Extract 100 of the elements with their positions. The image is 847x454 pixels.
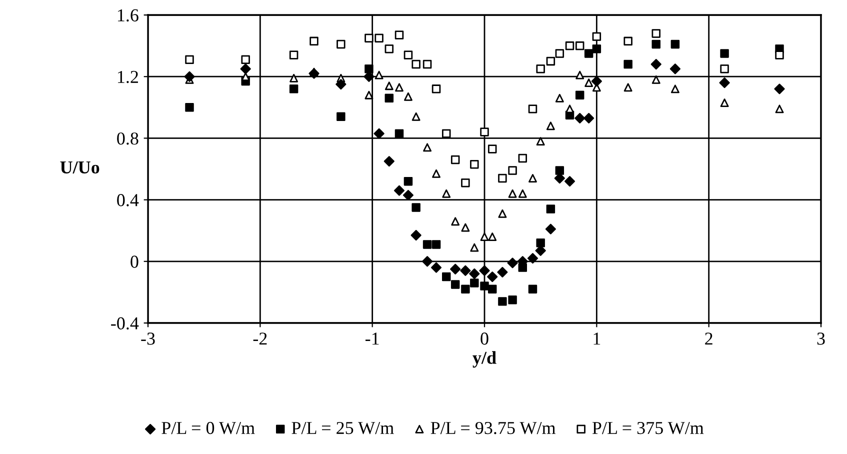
point bbox=[555, 94, 564, 102]
point bbox=[404, 92, 412, 101]
point bbox=[536, 64, 545, 74]
point bbox=[592, 44, 602, 54]
point bbox=[450, 280, 460, 289]
point bbox=[308, 68, 320, 79]
point bbox=[432, 84, 441, 94]
point bbox=[498, 174, 507, 183]
point bbox=[430, 262, 442, 273]
legend-label: P/L = 375 W/m bbox=[592, 422, 704, 434]
point bbox=[575, 90, 584, 100]
legend-label: P/L = 93.75 W/m bbox=[430, 422, 556, 434]
point bbox=[422, 240, 432, 249]
y-tick-label: 1.2 bbox=[118, 70, 138, 84]
point bbox=[536, 238, 545, 248]
point bbox=[374, 70, 384, 80]
y-tick-label: -0.4 bbox=[111, 317, 139, 330]
point bbox=[624, 60, 632, 69]
point bbox=[652, 40, 660, 49]
point bbox=[518, 189, 527, 198]
point bbox=[487, 272, 498, 282]
point bbox=[488, 232, 497, 241]
point bbox=[394, 30, 404, 40]
x-tick-label: -2 bbox=[253, 332, 267, 345]
point bbox=[184, 71, 195, 82]
y-tick-label: 0.8 bbox=[117, 132, 138, 145]
point bbox=[432, 240, 441, 249]
point bbox=[546, 56, 556, 66]
point bbox=[527, 253, 538, 264]
point bbox=[290, 74, 298, 82]
point bbox=[442, 129, 451, 138]
point bbox=[470, 278, 479, 288]
point bbox=[508, 296, 517, 304]
legend-label: P/L = 25 W/m bbox=[292, 422, 394, 434]
point bbox=[461, 284, 470, 294]
point bbox=[545, 224, 556, 234]
point bbox=[719, 77, 730, 88]
point bbox=[412, 60, 420, 69]
point bbox=[374, 128, 384, 139]
point bbox=[488, 284, 497, 294]
point bbox=[574, 112, 586, 124]
point bbox=[470, 160, 479, 169]
point bbox=[498, 209, 507, 218]
point bbox=[508, 166, 517, 175]
point bbox=[310, 36, 318, 46]
point bbox=[508, 189, 517, 198]
point bbox=[394, 129, 404, 138]
point bbox=[591, 76, 602, 87]
point bbox=[480, 232, 489, 241]
point bbox=[650, 58, 662, 70]
point bbox=[402, 190, 414, 200]
point bbox=[480, 282, 489, 290]
point bbox=[584, 49, 594, 58]
point bbox=[497, 266, 508, 278]
x-tick-label: -3 bbox=[141, 332, 155, 345]
point bbox=[374, 34, 384, 42]
point bbox=[584, 112, 594, 124]
point bbox=[480, 128, 489, 136]
point bbox=[488, 144, 497, 154]
point bbox=[423, 143, 432, 152]
x-axis-title: y/d bbox=[472, 351, 496, 368]
point bbox=[461, 178, 470, 188]
point bbox=[507, 258, 518, 268]
point bbox=[451, 217, 460, 226]
point bbox=[240, 64, 251, 74]
point bbox=[546, 122, 555, 130]
point bbox=[384, 156, 394, 167]
point bbox=[422, 256, 433, 267]
point bbox=[592, 32, 602, 41]
point bbox=[422, 60, 432, 69]
point bbox=[364, 34, 374, 42]
point bbox=[412, 112, 420, 121]
point bbox=[289, 84, 298, 94]
point bbox=[518, 154, 528, 163]
point bbox=[450, 155, 460, 164]
point bbox=[584, 78, 594, 87]
point bbox=[461, 223, 470, 232]
y-tick-label: 1.6 bbox=[118, 9, 138, 22]
point bbox=[289, 50, 298, 60]
point bbox=[336, 40, 346, 49]
point bbox=[241, 55, 250, 64]
point bbox=[185, 103, 194, 112]
x-tick-label: 2 bbox=[705, 332, 712, 345]
point bbox=[528, 284, 538, 294]
point bbox=[528, 174, 537, 182]
point bbox=[364, 64, 374, 74]
point bbox=[404, 50, 413, 60]
point bbox=[555, 49, 564, 58]
point bbox=[410, 230, 422, 241]
point bbox=[394, 185, 405, 196]
point bbox=[336, 79, 346, 90]
point bbox=[555, 166, 564, 175]
point bbox=[412, 203, 420, 212]
point bbox=[720, 98, 729, 108]
point bbox=[670, 40, 680, 49]
point bbox=[450, 264, 461, 274]
legend-label: P/L = 0 W/m bbox=[162, 422, 255, 434]
point bbox=[336, 112, 346, 122]
point bbox=[576, 70, 584, 80]
point bbox=[498, 297, 507, 306]
